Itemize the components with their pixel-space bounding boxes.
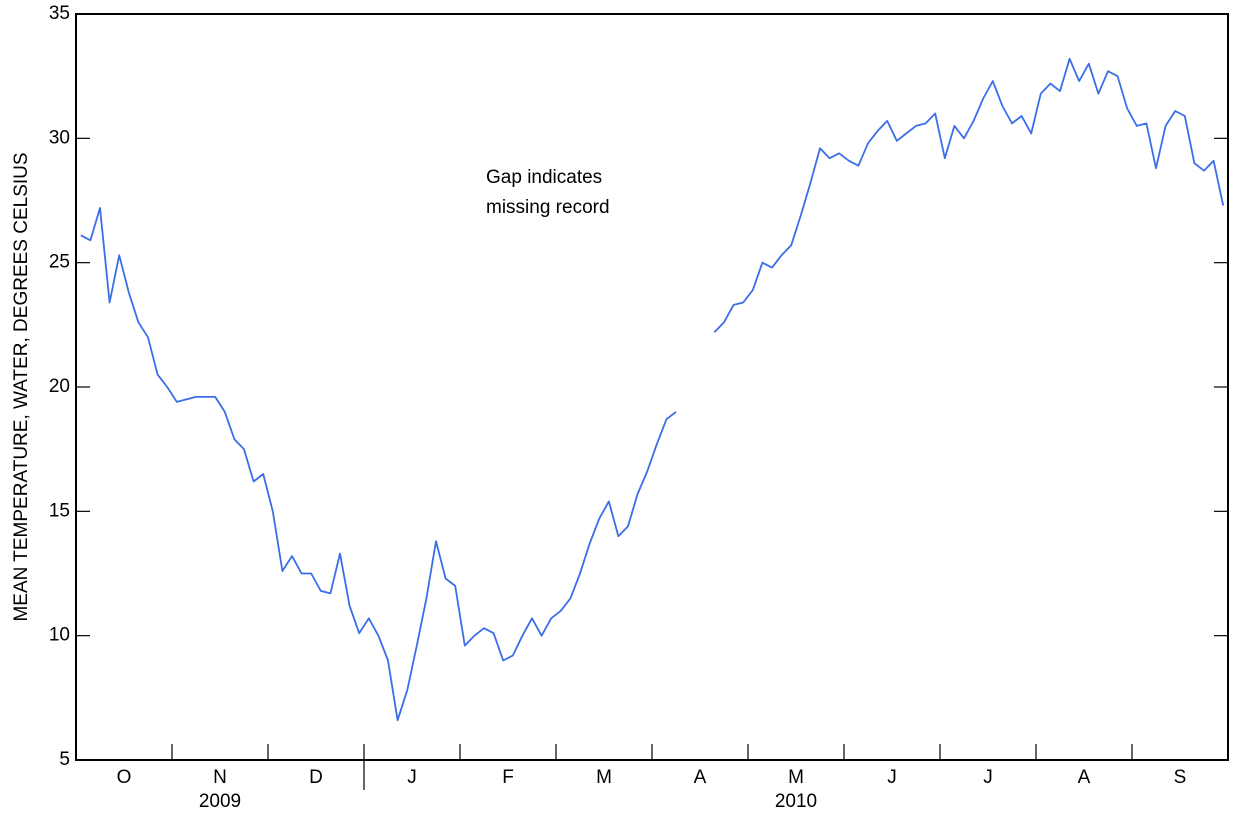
x-tick-label: O bbox=[117, 767, 132, 788]
x-group-label: 2009 bbox=[199, 791, 241, 812]
y-tick-label: 35 bbox=[49, 3, 70, 24]
x-tick-label: S bbox=[1174, 767, 1187, 788]
x-tick-label: N bbox=[213, 767, 227, 788]
x-tick-label: M bbox=[596, 767, 612, 788]
y-axis-label: MEAN TEMPERATURE, WATER, DEGREES CELSIUS bbox=[11, 152, 32, 621]
y-tick-label: 5 bbox=[59, 749, 70, 770]
y-tick-label: 20 bbox=[49, 376, 70, 397]
x-tick-label: J bbox=[407, 767, 417, 788]
y-tick-label: 30 bbox=[49, 127, 70, 148]
x-group-label: 2010 bbox=[775, 791, 817, 812]
y-tick-label: 10 bbox=[49, 625, 70, 646]
annotation: Gap indicates bbox=[486, 167, 602, 188]
annotation: missing record bbox=[486, 197, 610, 218]
x-tick-label: A bbox=[694, 767, 707, 788]
x-tick-label: A bbox=[1078, 767, 1091, 788]
x-tick-label: M bbox=[788, 767, 804, 788]
data-line bbox=[80, 57, 1225, 722]
x-tick-label: J bbox=[887, 767, 897, 788]
y-tick-label: 25 bbox=[49, 252, 70, 273]
x-tick-label: J bbox=[983, 767, 993, 788]
plot-frame bbox=[75, 13, 1229, 761]
x-tick-label: D bbox=[309, 767, 323, 788]
x-tick-label: F bbox=[502, 767, 514, 788]
y-tick-label: 15 bbox=[49, 500, 70, 521]
